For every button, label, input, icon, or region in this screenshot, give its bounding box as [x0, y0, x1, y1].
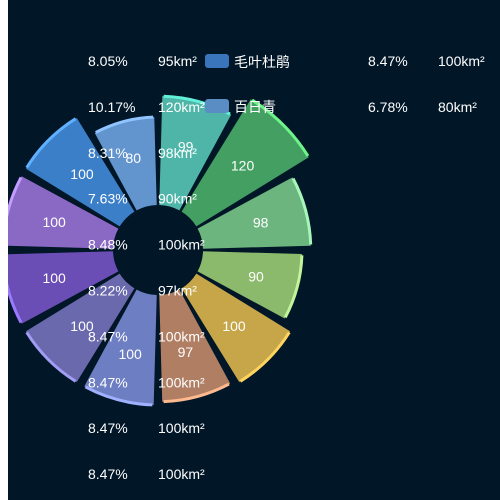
row-area: 95km² — [158, 53, 197, 69]
row-area: 80km² — [438, 99, 477, 115]
rose-slice-edge-12 — [95, 115, 154, 134]
chart-panel: 99 120 98 90 100 97 100 100 100 100 100 80 毛叶杜鹃 百日青 … — [8, 0, 500, 500]
slice-value-label: 100 — [70, 166, 94, 182]
row-area: 120km² — [158, 99, 205, 115]
row-percent: 8.48% — [88, 237, 128, 253]
row-percent: 8.47% — [88, 374, 128, 390]
rose-slice-12[interactable] — [94, 117, 157, 211]
rose-slice-edge-9 — [8, 282, 23, 324]
slice-value-label: 97 — [178, 344, 194, 360]
row-area: 100km² — [158, 374, 205, 390]
row-percent: 8.47% — [88, 466, 128, 482]
row-percent: 8.31% — [88, 145, 128, 161]
rose-slice-5[interactable] — [181, 273, 291, 383]
rose-slice-3[interactable] — [197, 177, 311, 249]
slice-value-label: 100 — [118, 346, 142, 362]
legend-label[interactable]: 毛叶杜鹃 — [234, 54, 290, 70]
slice-value-label: 90 — [248, 268, 264, 284]
slice-value-label: 99 — [178, 139, 194, 155]
rose-slice-edge-4 — [283, 255, 304, 319]
slice-value-label: 100 — [42, 270, 66, 286]
slice-value-label: 98 — [253, 214, 269, 230]
row-area: 100km² — [438, 53, 485, 69]
rose-slice-2[interactable] — [181, 99, 309, 227]
slice-value-label: 100 — [42, 214, 66, 230]
row-percent: 10.17% — [88, 99, 135, 115]
rose-slice-edge-2 — [251, 98, 310, 157]
rose-slice-10[interactable] — [8, 176, 119, 249]
row-percent: 6.78% — [368, 99, 408, 115]
slice-value-label: 80 — [126, 150, 142, 166]
rose-slice-9[interactable] — [8, 251, 119, 324]
rose-slice-11[interactable] — [25, 117, 135, 227]
slice-value-label: 120 — [231, 157, 255, 173]
row-area: 90km² — [158, 191, 197, 207]
row-area: 100km² — [158, 237, 205, 253]
slice-value-label: 100 — [222, 318, 246, 334]
rose-slice-1[interactable] — [159, 96, 232, 211]
legend-swatch — [205, 99, 229, 113]
row-area: 100km² — [158, 466, 205, 482]
slice-value-label: 100 — [70, 318, 94, 334]
row-percent: 7.63% — [88, 191, 128, 207]
rose-slice-edge-6 — [163, 382, 230, 404]
rose-slice-edge-10 — [8, 176, 23, 218]
row-area: 100km² — [158, 328, 205, 344]
row-area: 98km² — [158, 145, 197, 161]
row-percent: 8.05% — [88, 53, 128, 69]
rose-slice-edge-11 — [25, 117, 77, 169]
legend-label[interactable]: 百日青 — [234, 99, 276, 115]
rose-slice-8[interactable] — [25, 273, 135, 383]
legend-swatch — [205, 54, 229, 68]
rose-slice-edge-8 — [25, 331, 77, 383]
row-area: 97km² — [158, 283, 197, 299]
rose-slice-6[interactable] — [159, 289, 231, 402]
rose-slice-7[interactable] — [84, 289, 157, 405]
rose-slice-edge-3 — [291, 177, 313, 245]
row-area: 100km² — [158, 420, 205, 436]
row-percent: 8.47% — [88, 420, 128, 436]
row-percent: 8.22% — [88, 283, 128, 299]
rose-slice-edge-5 — [239, 331, 291, 383]
row-percent: 8.47% — [368, 53, 408, 69]
row-percent: 8.47% — [88, 328, 128, 344]
rose-slice-4[interactable] — [197, 251, 302, 319]
rose-slice-edge-7 — [84, 385, 153, 407]
